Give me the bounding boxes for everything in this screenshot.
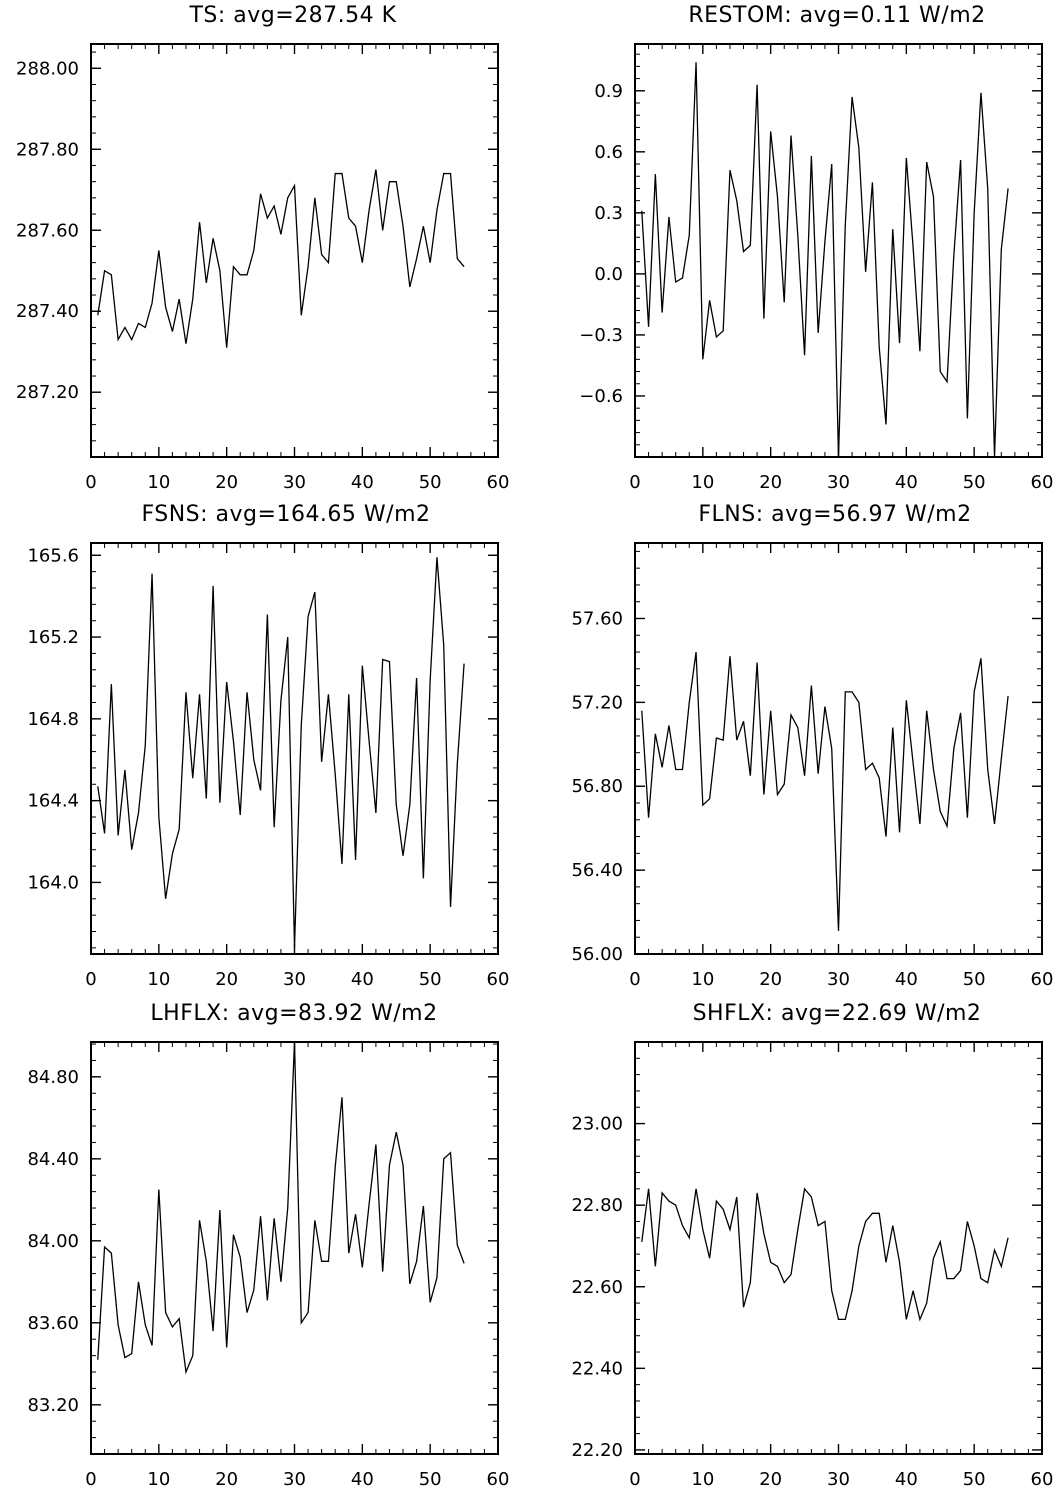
y-tick-label: 57.60 (571, 608, 623, 629)
y-tick-label: 22.20 (571, 1440, 623, 1461)
series-line (97, 169, 465, 348)
y-tick-label: 164.0 (27, 872, 79, 893)
y-tick-label: −0.3 (579, 325, 623, 346)
y-tick-label: −0.6 (579, 386, 623, 407)
x-tick-label: 50 (419, 1469, 442, 1490)
x-tick-label: 10 (691, 969, 714, 990)
panel-shflx: SHFLX: avg=22.69 W/m2 0 10 20 30 40 50 60 22.20… (571, 1001, 1053, 1490)
x-tick-label: 40 (351, 472, 374, 493)
y-tick-label: 0.0 (594, 264, 623, 285)
panel-restom: RESTOM: avg=0.11 W/m2 0 10 20 30 40 50 60 −0.6 −… (579, 3, 1053, 493)
x-tick-label: 60 (1031, 472, 1054, 493)
y-tick-label: 83.20 (27, 1395, 79, 1416)
x-tick-label: 0 (629, 1469, 640, 1490)
x-tick-label: 50 (963, 472, 986, 493)
x-tick-label: 20 (215, 1469, 238, 1490)
series-line (97, 1042, 465, 1375)
panel-lhflx: LHFLX: avg=83.92 W/m2 0 10 20 30 40 50 60 83.20… (27, 1001, 509, 1490)
x-tick-label: 0 (85, 969, 96, 990)
chart-title: RESTOM: avg=0.11 W/m2 (688, 3, 985, 28)
y-tick-label: 56.00 (571, 944, 623, 965)
y-tick-label: 0.3 (594, 203, 623, 224)
chart-title: FSNS: avg=164.65 W/m2 (141, 502, 430, 527)
x-tick-label: 40 (351, 1469, 374, 1490)
chart-title: SHFLX: avg=22.69 W/m2 (693, 1001, 982, 1026)
panel-fsns: FSNS: avg=164.65 W/m2 0 10 20 30 40 50 60 164.0… (27, 502, 509, 990)
y-tick-label: 164.4 (27, 791, 79, 812)
plot-frame (90, 542, 499, 955)
panel-ts: TS: avg=287.54 K 0 10 20 30 40 50 60 287.20 287.… (16, 3, 509, 493)
x-tick-label: 60 (1031, 969, 1054, 990)
y-tick-label: 83.60 (27, 1313, 79, 1334)
x-tick-label: 0 (629, 472, 640, 493)
x-tick-label: 40 (895, 472, 918, 493)
x-tick-label: 50 (963, 969, 986, 990)
x-tick-label: 60 (487, 472, 510, 493)
x-tick-label: 30 (283, 969, 306, 990)
series-line (641, 62, 1009, 457)
y-tick-label: 287.60 (16, 220, 79, 241)
x-tick-label: 40 (351, 969, 374, 990)
y-tick-label: 165.6 (27, 545, 79, 566)
y-tick-label: 0.9 (594, 81, 623, 102)
chart-title: TS: avg=287.54 K (188, 3, 396, 28)
plot-frame (634, 542, 1043, 955)
x-tick-label: 60 (487, 1469, 510, 1490)
chart-title: LHFLX: avg=83.92 W/m2 (150, 1001, 437, 1026)
panel-flns: FLNS: avg=56.97 W/m2 0 10 20 30 40 50 60 56.00 5… (571, 502, 1053, 990)
y-tick-label: 56.80 (571, 776, 623, 797)
x-tick-label: 10 (147, 969, 170, 990)
x-tick-label: 20 (215, 472, 238, 493)
x-tick-label: 20 (759, 1469, 782, 1490)
y-tick-label: 84.00 (27, 1231, 79, 1252)
x-tick-label: 50 (419, 472, 442, 493)
y-tick-label: 22.80 (571, 1195, 623, 1216)
x-tick-label: 20 (215, 969, 238, 990)
y-tick-label: 22.60 (571, 1277, 623, 1298)
y-tick-label: 287.20 (16, 382, 79, 403)
y-tick-label: 165.2 (27, 627, 79, 648)
y-tick-label: 56.40 (571, 860, 623, 881)
y-tick-label: 0.6 (594, 142, 623, 163)
x-tick-label: 50 (963, 1469, 986, 1490)
x-tick-label: 40 (895, 969, 918, 990)
y-tick-label: 84.40 (27, 1149, 79, 1170)
x-tick-label: 30 (283, 472, 306, 493)
x-tick-label: 30 (827, 1469, 850, 1490)
y-tick-label: 288.00 (16, 58, 79, 79)
y-tick-label: 22.40 (571, 1358, 623, 1379)
x-tick-label: 30 (283, 1469, 306, 1490)
x-tick-label: 10 (691, 472, 714, 493)
x-tick-label: 0 (85, 472, 96, 493)
x-tick-label: 30 (827, 472, 850, 493)
series-line (641, 1187, 1009, 1322)
y-tick-label: 287.40 (16, 301, 79, 322)
x-tick-label: 50 (419, 969, 442, 990)
series-line (641, 651, 1009, 931)
x-tick-label: 10 (147, 472, 170, 493)
x-tick-label: 60 (487, 969, 510, 990)
y-tick-label: 287.80 (16, 139, 79, 160)
x-tick-label: 10 (691, 1469, 714, 1490)
plot-frame (90, 1041, 499, 1455)
x-tick-label: 60 (1031, 1469, 1054, 1490)
plot-frame (90, 43, 499, 458)
x-tick-label: 30 (827, 969, 850, 990)
chart-title: FLNS: avg=56.97 W/m2 (698, 502, 971, 527)
y-tick-label: 57.20 (571, 692, 623, 713)
x-tick-label: 10 (147, 1469, 170, 1490)
x-tick-label: 20 (759, 472, 782, 493)
y-tick-label: 164.8 (27, 709, 79, 730)
x-tick-label: 40 (895, 1469, 918, 1490)
x-tick-label: 0 (85, 1469, 96, 1490)
series-line (97, 557, 465, 948)
plot-frame (634, 1041, 1043, 1455)
x-tick-label: 20 (759, 969, 782, 990)
y-tick-label: 84.80 (27, 1067, 79, 1088)
y-tick-label: 23.00 (571, 1114, 623, 1135)
x-tick-label: 0 (629, 969, 640, 990)
plot-frame (634, 43, 1043, 458)
